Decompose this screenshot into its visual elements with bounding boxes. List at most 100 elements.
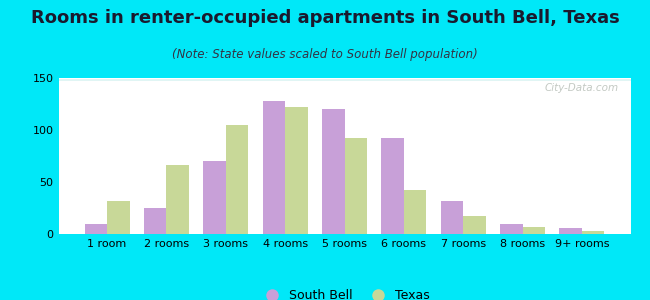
Bar <box>58 79 630 81</box>
Bar <box>58 79 630 80</box>
Bar <box>344 138 367 234</box>
Bar <box>58 79 630 81</box>
Bar <box>58 78 630 80</box>
Bar <box>560 228 582 234</box>
Bar <box>58 79 630 80</box>
Bar <box>58 78 630 80</box>
Bar <box>58 78 630 80</box>
Bar <box>58 79 630 80</box>
Bar <box>58 79 630 81</box>
Bar <box>58 79 630 81</box>
Bar <box>58 79 630 80</box>
Bar <box>58 78 630 80</box>
Bar <box>58 79 630 80</box>
Bar <box>58 80 630 81</box>
Bar <box>58 80 630 81</box>
Bar <box>58 79 630 81</box>
Bar <box>58 80 630 81</box>
Bar <box>58 79 630 80</box>
Bar <box>58 78 630 80</box>
Bar <box>58 79 630 80</box>
Bar <box>58 79 630 81</box>
Bar <box>58 79 630 80</box>
Legend: South Bell, Texas: South Bell, Texas <box>254 284 435 300</box>
Bar <box>107 201 129 234</box>
Bar <box>58 80 630 81</box>
Bar <box>58 79 630 80</box>
Bar <box>58 79 630 80</box>
Bar <box>58 79 630 81</box>
Bar <box>58 79 630 81</box>
Bar <box>322 109 344 234</box>
Bar <box>382 138 404 234</box>
Bar <box>58 79 630 80</box>
Bar <box>58 78 630 80</box>
Bar <box>58 78 630 80</box>
Bar <box>58 80 630 81</box>
Bar <box>58 79 630 81</box>
Bar <box>58 78 630 80</box>
Bar <box>58 78 630 80</box>
Bar <box>58 79 630 80</box>
Bar <box>58 79 630 81</box>
Bar <box>58 79 630 80</box>
Bar <box>58 79 630 81</box>
Bar <box>58 80 630 81</box>
Bar <box>463 216 486 234</box>
Bar <box>58 79 630 80</box>
Bar <box>58 80 630 81</box>
Bar <box>84 224 107 234</box>
Bar <box>404 190 426 234</box>
Bar <box>58 78 630 80</box>
Bar <box>58 78 630 80</box>
Bar <box>523 227 545 234</box>
Bar <box>58 78 630 80</box>
Bar <box>58 79 630 80</box>
Bar <box>166 165 189 234</box>
Bar <box>58 78 630 80</box>
Bar <box>58 79 630 80</box>
Bar <box>58 79 630 81</box>
Bar <box>58 79 630 80</box>
Bar <box>58 79 630 80</box>
Bar <box>58 78 630 80</box>
Bar <box>58 79 630 81</box>
Bar <box>58 78 630 80</box>
Bar <box>582 231 604 234</box>
Bar <box>58 79 630 81</box>
Bar <box>58 78 630 80</box>
Bar <box>58 79 630 81</box>
Bar <box>58 78 630 80</box>
Bar <box>58 79 630 80</box>
Bar <box>58 79 630 80</box>
Bar <box>58 79 630 81</box>
Bar <box>58 79 630 80</box>
Bar <box>58 79 630 80</box>
Bar <box>58 79 630 81</box>
Bar <box>58 78 630 80</box>
Bar <box>58 78 630 80</box>
Bar <box>58 79 630 80</box>
Bar <box>144 208 166 234</box>
Bar <box>58 79 630 80</box>
Bar <box>58 79 630 81</box>
Bar <box>58 79 630 80</box>
Bar <box>58 79 630 81</box>
Bar <box>58 79 630 80</box>
Bar <box>263 101 285 234</box>
Text: City-Data.com: City-Data.com <box>545 83 619 93</box>
Bar <box>58 79 630 80</box>
Bar <box>58 79 630 80</box>
Bar <box>58 78 630 80</box>
Bar <box>58 78 630 80</box>
Bar <box>58 80 630 81</box>
Bar <box>58 79 630 80</box>
Bar <box>58 80 630 81</box>
Bar <box>58 80 630 81</box>
Bar <box>58 78 630 80</box>
Bar <box>58 80 630 81</box>
Bar <box>58 79 630 80</box>
Bar <box>58 78 630 80</box>
Bar <box>58 79 630 81</box>
Bar <box>58 80 630 81</box>
